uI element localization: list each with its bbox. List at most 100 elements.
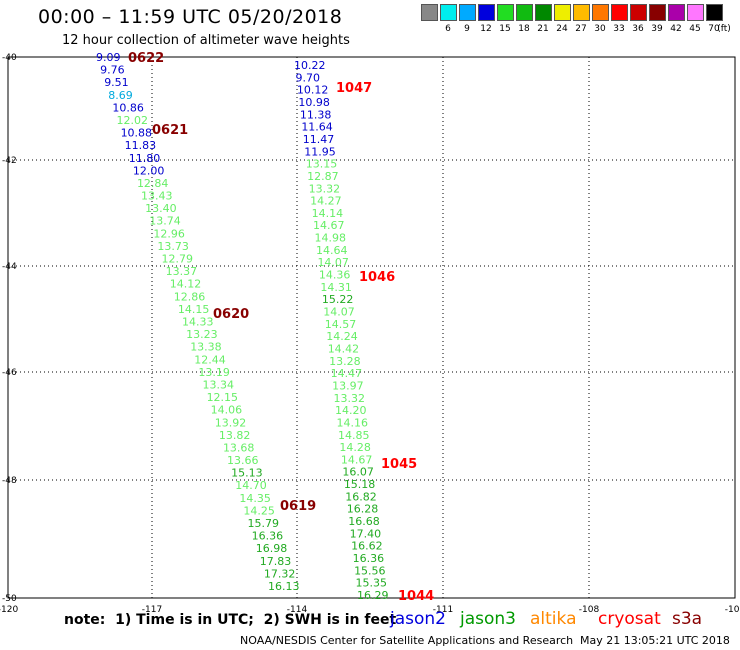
wave-height-value: 12.79 (162, 253, 194, 266)
wave-height-value: 14.06 (211, 404, 243, 417)
longitude-label: -111 (433, 605, 453, 615)
wave-height-value: 12.96 (153, 227, 185, 240)
wave-height-value: 14.25 (243, 504, 275, 517)
wave-height-value: 9.76 (100, 64, 125, 77)
legend-bin-label: 39 (651, 24, 663, 34)
legend-swatch (687, 4, 704, 21)
wave-height-value: 11.64 (301, 121, 333, 134)
legend-bin-label: 30 (594, 24, 606, 34)
legend-bin-label: 36 (632, 24, 644, 34)
legend-swatch (478, 4, 495, 21)
map-title: 00:00 – 11:59 UTC 05/20/2018 (38, 6, 343, 28)
longitude-label: -108 (579, 605, 600, 615)
wave-height-value: 13.38 (190, 341, 222, 354)
wave-height-value: 10.22 (294, 59, 326, 72)
wave-height-value: 17.32 (264, 567, 296, 580)
wave-height-value: 12.15 (207, 391, 239, 404)
wave-height-value: 14.64 (316, 244, 348, 257)
satellite-cryosat: cryosat (598, 609, 661, 629)
wave-height-value: 13.68 (223, 441, 255, 454)
wave-height-value: 16.82 (345, 490, 377, 503)
legend-bin-label: 42 (670, 24, 682, 34)
wave-height-value: 14.16 (336, 416, 368, 429)
wave-height-value: 14.24 (326, 330, 358, 343)
wave-height-value: 13.66 (227, 454, 258, 467)
satellite-altika: altika (530, 609, 577, 629)
wave-height-value: 14.47 (331, 367, 363, 380)
wave-height-value: 13.15 (306, 158, 338, 171)
wave-height-value: 15.79 (248, 517, 280, 530)
wave-height-value: 12.87 (307, 170, 339, 183)
wave-height-value: 14.42 (328, 342, 360, 355)
longitude-label: -120 (0, 605, 18, 615)
wave-height-value: 13.37 (166, 265, 198, 278)
satellite-s3a: s3a (672, 609, 703, 629)
legend-bin-label: 27 (575, 24, 587, 34)
legend-swatch (630, 4, 647, 21)
wave-height-value: 16.28 (347, 503, 379, 516)
latitude-label: -42 (2, 156, 17, 166)
wave-height-value: 13.32 (309, 182, 341, 195)
wave-height-value: 10.88 (121, 127, 153, 140)
longitude-label: -105 (725, 605, 740, 615)
pass-time-label: 0620 (213, 307, 249, 322)
wave-height-value: 14.20 (335, 404, 367, 417)
wave-height-value: 15.13 (231, 467, 263, 480)
wave-height-value: 17.40 (350, 527, 382, 540)
footer-note: note: 1) Time is in UTC; 2) SWH is in fe… (64, 612, 397, 628)
pass-time-label: 1046 (359, 270, 395, 285)
map-frame (7, 56, 736, 599)
wave-height-value: 15.22 (322, 293, 354, 306)
legend-bin-label: 15 (499, 24, 511, 34)
latitude-label: -44 (2, 262, 17, 272)
map-subtitle: 12 hour collection of altimeter wave hei… (62, 33, 350, 48)
wave-height-value: 16.29 (357, 589, 389, 602)
wave-height-value: 10.98 (298, 96, 330, 109)
wave-height-value: 14.27 (310, 195, 342, 208)
wave-height-value: 14.07 (323, 306, 355, 319)
legend-swatch (440, 4, 457, 21)
wave-height-value: 14.07 (317, 256, 349, 269)
pass-time-label: 0622 (128, 51, 164, 66)
legend-swatch (497, 4, 514, 21)
legend-swatch (459, 4, 476, 21)
wave-height-value: 13.97 (332, 379, 364, 392)
wave-height-value: 11.83 (125, 139, 156, 152)
wave-height-value: 10.86 (112, 101, 144, 114)
pass-time-label: 1047 (336, 81, 372, 96)
wave-height-value: 14.67 (313, 219, 345, 232)
wave-height-value: 13.32 (334, 392, 366, 405)
wave-height-value: 13.82 (219, 429, 251, 442)
legend-bin-label: 12 (480, 24, 492, 34)
wave-height-value: 14.85 (338, 429, 370, 442)
longitude-label: -117 (142, 605, 162, 615)
legend-swatch (611, 4, 628, 21)
legend-swatch (668, 4, 685, 21)
legend-bin-label: 33 (613, 24, 625, 34)
wave-height-value: 14.15 (178, 303, 210, 316)
wave-height-value: 14.12 (170, 278, 202, 291)
wave-height-value: 13.74 (149, 215, 181, 228)
pass-time-label: 1044 (398, 589, 434, 604)
wave-height-value: 14.98 (315, 232, 347, 245)
wave-height-value: 14.33 (182, 316, 214, 329)
wave-height-value: 14.57 (325, 318, 357, 331)
legend-swatch (573, 4, 590, 21)
wave-height-value: 13.34 (202, 378, 234, 391)
legend-bin-label: 70 (708, 24, 720, 34)
latitude-label: -50 (2, 594, 17, 604)
legend-swatch (535, 4, 552, 21)
wave-height-value: 14.28 (339, 441, 371, 454)
latitude-label: -48 (2, 476, 17, 486)
wave-height-value: 11.38 (300, 108, 332, 121)
pass-time-label: 1045 (381, 457, 417, 472)
wave-height-value: 12.00 (133, 164, 165, 177)
wave-height-value: 12.02 (116, 114, 148, 127)
wave-height-value: 11.47 (303, 133, 335, 146)
legend-unit: (ft) (717, 24, 731, 34)
legend-bin-label: 6 (445, 24, 451, 34)
wave-height-value: 16.36 (353, 552, 385, 565)
legend-swatch (554, 4, 571, 21)
legend-bin-label: 24 (556, 24, 568, 34)
